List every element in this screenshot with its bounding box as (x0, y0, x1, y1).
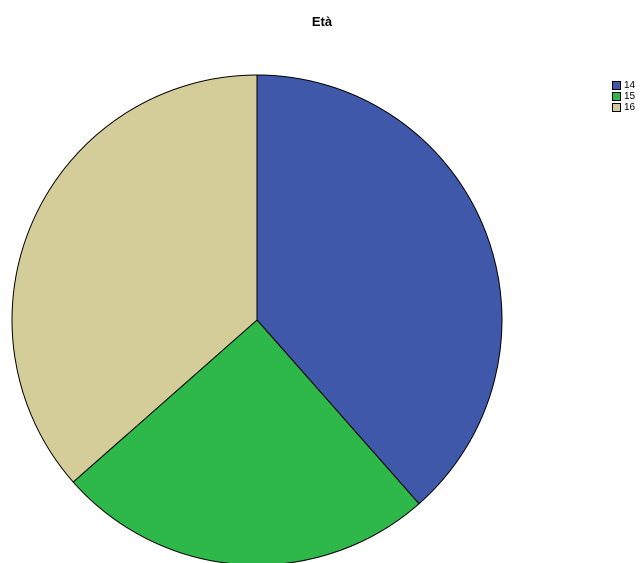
legend-item-14: 14 (612, 80, 635, 91)
pie-slice-14 (256, 74, 503, 505)
legend-swatch (612, 81, 621, 90)
legend-label: 15 (624, 91, 636, 102)
pie-slice-16 (11, 74, 258, 483)
legend-swatch (612, 103, 621, 112)
legend-label: 14 (624, 80, 636, 91)
legend-swatch (612, 92, 621, 101)
legend-item-16: 16 (612, 102, 635, 113)
pie-slice-15 (72, 319, 420, 563)
legend: 14 15 16 (612, 80, 635, 113)
chart-title: Età (311, 14, 333, 29)
legend-item-15: 15 (612, 91, 635, 102)
legend-label: 16 (624, 102, 636, 113)
